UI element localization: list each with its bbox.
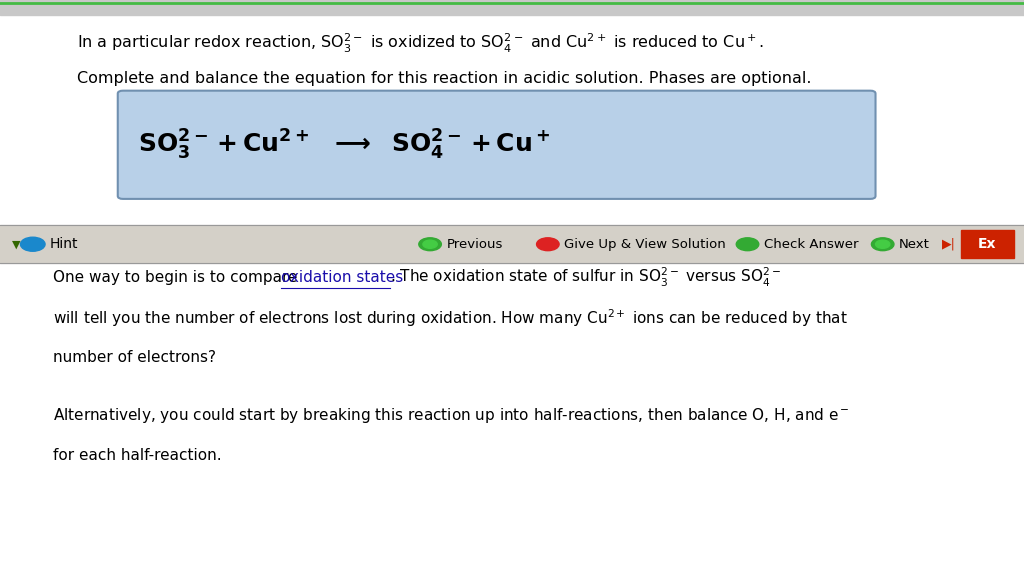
Text: Next: Next xyxy=(899,238,930,251)
Text: . The oxidation state of sulfur in $\mathregular{SO_3^{2-}}$ versus $\mathregula: . The oxidation state of sulfur in $\mat… xyxy=(390,266,781,290)
Circle shape xyxy=(736,238,759,250)
Bar xyxy=(0,0,1024,15)
Text: Hint: Hint xyxy=(49,238,78,251)
Text: Previous: Previous xyxy=(446,238,503,251)
Text: for each half-reaction.: for each half-reaction. xyxy=(53,448,222,463)
Text: Ex: Ex xyxy=(978,238,996,251)
Text: One way to begin is to compare: One way to begin is to compare xyxy=(53,270,303,285)
Bar xyxy=(0,225,1024,263)
Text: Alternatively, you could start by breaking this reaction up into half-reactions,: Alternatively, you could start by breaki… xyxy=(53,407,850,425)
Text: Give Up & View Solution: Give Up & View Solution xyxy=(564,238,726,251)
Text: Check Answer: Check Answer xyxy=(764,238,858,251)
Bar xyxy=(961,230,1014,259)
Circle shape xyxy=(876,240,890,249)
Circle shape xyxy=(537,238,559,250)
Text: will tell you the number of electrons lost during oxidation. How many $\mathregu: will tell you the number of electrons lo… xyxy=(53,307,848,329)
Circle shape xyxy=(419,238,441,250)
Circle shape xyxy=(423,240,437,249)
Text: ▶|: ▶| xyxy=(941,238,955,251)
Text: ▼: ▼ xyxy=(12,239,20,249)
Circle shape xyxy=(871,238,894,250)
FancyBboxPatch shape xyxy=(118,91,876,199)
Text: oxidation states: oxidation states xyxy=(281,270,402,285)
Text: In a particular redox reaction, $\mathregular{SO_3^{2-}}$ is oxidized to $\mathr: In a particular redox reaction, $\mathre… xyxy=(77,32,764,56)
Text: Complete and balance the equation for this reaction in acidic solution. Phases a: Complete and balance the equation for th… xyxy=(77,71,811,87)
Text: $\mathbf{SO_3^{2-} + Cu^{2+}\ \ \longrightarrow\ \ SO_4^{2-} + Cu^+}$: $\mathbf{SO_3^{2-} + Cu^{2+}\ \ \longrig… xyxy=(138,128,551,162)
Circle shape xyxy=(20,238,45,252)
Text: number of electrons?: number of electrons? xyxy=(53,350,216,365)
